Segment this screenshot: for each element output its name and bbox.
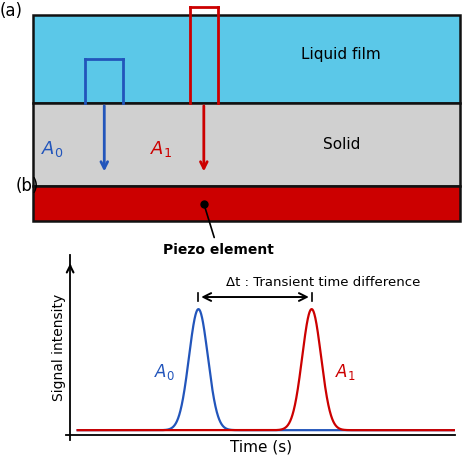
Text: $A_1$: $A_1$	[335, 362, 356, 382]
Text: Liquid film: Liquid film	[301, 47, 381, 62]
Text: (b): (b)	[16, 177, 39, 195]
X-axis label: Time (s): Time (s)	[229, 439, 292, 454]
Bar	[33, 187, 460, 221]
Text: Solid: Solid	[323, 138, 360, 152]
Text: $A_1$: $A_1$	[150, 139, 172, 159]
Text: $A_0$: $A_0$	[154, 362, 175, 382]
Text: $A_0$: $A_0$	[41, 139, 64, 159]
Bar	[33, 15, 460, 103]
Bar	[33, 103, 460, 187]
Text: Δt : Transient time difference: Δt : Transient time difference	[226, 276, 420, 289]
Text: (a): (a)	[0, 2, 23, 20]
Text: Piezo element: Piezo element	[163, 206, 273, 257]
Y-axis label: Signal intensity: Signal intensity	[52, 294, 66, 401]
